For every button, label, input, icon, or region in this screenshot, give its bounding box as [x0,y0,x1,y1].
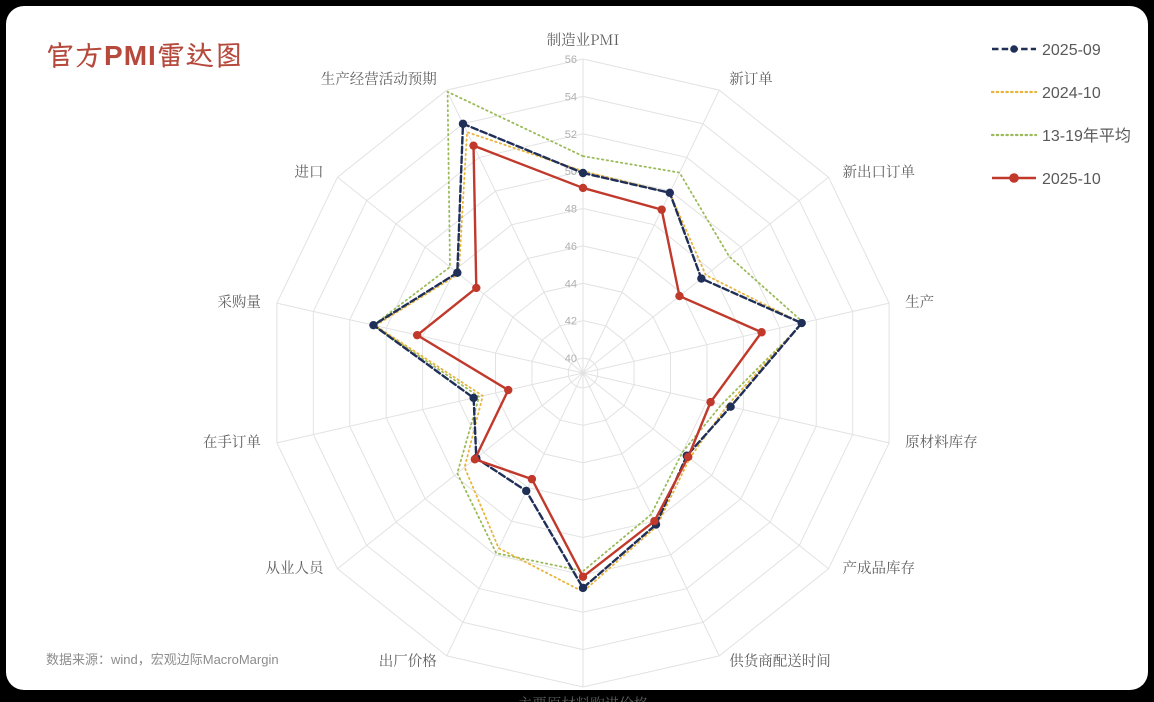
svg-text:44: 44 [565,278,577,290]
svg-text:采购量: 采购量 [217,291,261,312]
svg-text:52: 52 [565,129,577,141]
svg-text:供货商配送时间: 供货商配送时间 [729,650,831,671]
svg-text:从业人员: 从业人员 [266,557,325,578]
svg-text:进口: 进口 [295,161,324,182]
svg-text:原材料库存: 原材料库存 [905,431,978,452]
svg-text:48: 48 [565,204,577,216]
svg-text:54: 54 [565,91,577,103]
svg-text:制造业PMI: 制造业PMI [547,29,620,50]
svg-text:新订单: 新订单 [729,68,773,89]
svg-text:产成品库存: 产成品库存 [843,557,916,578]
svg-text:生产经营活动预期: 生产经营活动预期 [321,68,437,89]
svg-text:42: 42 [565,316,577,328]
svg-text:46: 46 [565,241,577,253]
svg-text:40: 40 [565,353,577,365]
svg-text:生产: 生产 [905,291,934,312]
svg-text:56: 56 [565,54,577,66]
svg-text:主要原材料购进价格: 主要原材料购进价格 [518,693,649,702]
svg-text:出厂价格: 出厂价格 [379,650,437,671]
svg-text:在手订单: 在手订单 [203,431,261,452]
svg-text:新出口订单: 新出口订单 [843,161,916,182]
